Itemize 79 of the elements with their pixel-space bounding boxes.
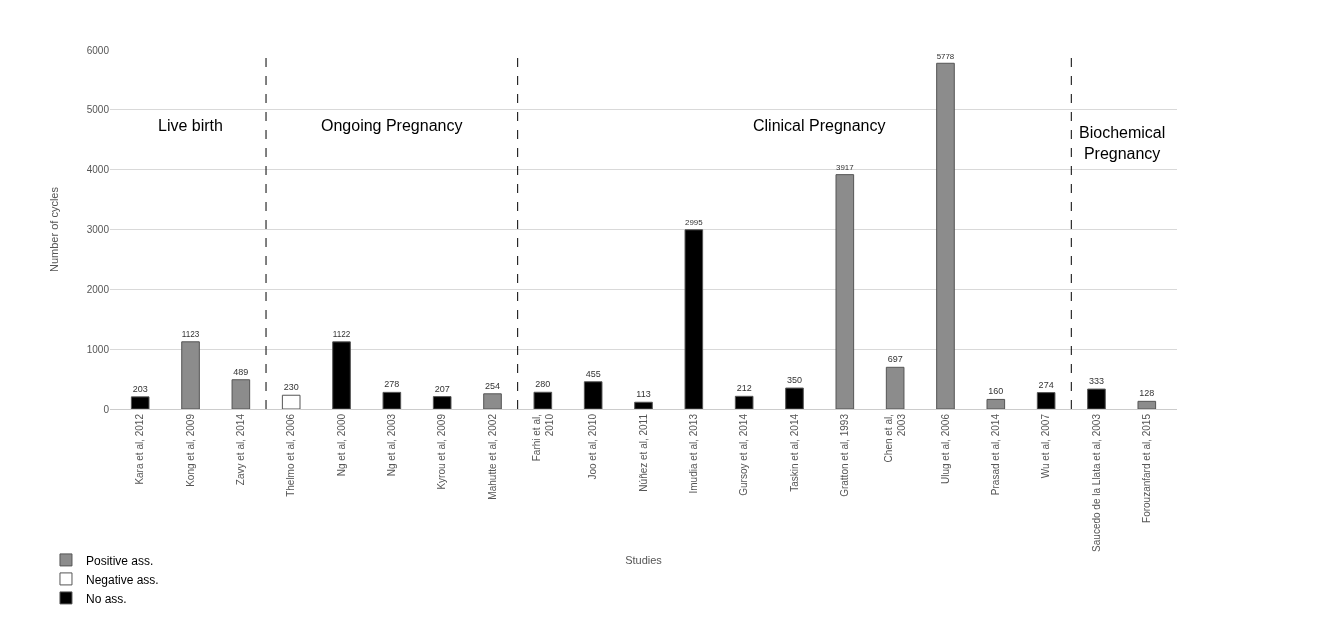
bar [684,229,704,409]
y-tick-label: 0 [103,403,110,415]
data-label: 128 [1139,388,1155,399]
bar [1137,400,1157,409]
legend-label: No ass. [85,591,127,606]
x-axis-title: Studies [625,554,663,567]
x-tick-label: Taskin et al, 2014 [788,413,800,492]
x-tick-label: Núñez et al, 2011 [637,413,649,492]
annotation: Biochemical Pregnancy [1079,124,1166,162]
x-tick-label: Kyrou et al, 2009 [436,413,448,490]
x-tick-label: Ng et al, 2000 [335,413,347,477]
data-label: 113 [636,389,651,400]
annotation: Clinical Pregnancy [753,117,886,134]
y-tick-label: 4000 [86,164,110,176]
x-tick-label: Kara et al, 2012 [134,413,146,485]
data-label: 254 [484,380,501,391]
data-label: 697 [887,354,903,365]
bar [986,398,1006,409]
data-label: 230 [283,382,299,393]
x-tick-label: Kong et al, 2009 [184,413,196,487]
bar [130,396,150,409]
data-label: 3917 [836,162,854,172]
y-tick-label: 5000 [86,104,110,116]
x-tick-label: Forouzanfard et al, 2015 [1141,413,1153,523]
data-label: 207 [434,383,450,394]
data-label: 1122 [332,330,351,340]
data-label: 274 [1038,379,1054,390]
x-tick-label: Zavy et al, 2014 [235,413,247,486]
data-label: 280 [535,379,551,390]
x-tick-label: Gratton et al, 1993 [839,413,851,497]
annotation: Live birth [158,117,223,134]
data-label: 2995 [685,218,704,228]
bar [936,62,955,409]
data-label: 489 [233,366,249,377]
x-tick-label: Chen et al, 2003 [882,413,907,463]
bar [583,381,603,409]
y-tick-label: 3000 [86,224,110,235]
bar [281,394,301,409]
x-tick-label: Wu et al, 2007 [1040,413,1052,479]
x-tick-label: Joo et al, 2010 [587,413,599,480]
data-label: 160 [988,386,1004,397]
legend-label: Positive ass. [85,553,154,568]
bar [382,391,402,409]
data-label: 5778 [936,51,955,61]
y-tick-label: 2000 [86,283,110,295]
x-tick-label: Imudia et al, 2013 [688,413,700,494]
x-tick-label: Prasad et al, 2014 [990,413,1002,496]
bar [483,393,502,409]
data-label: 278 [384,379,400,390]
x-tick-label: Gursoy et al, 2014 [738,413,750,496]
data-label: 333 [1088,376,1104,387]
x-tick-label: Saucedo de la Llata et al, 2003 [1090,413,1102,552]
bar [1087,388,1106,409]
legend-label: Negative ass. [85,572,159,587]
bar [332,341,351,409]
x-tick-label: Ng et al, 2003 [386,413,398,477]
bar [181,341,200,409]
bar [835,174,855,409]
bar [634,401,653,409]
x-tick-label: Thelmo et al, 2006 [285,413,297,497]
y-tick-label: 1000 [86,343,110,355]
data-label: 1123 [181,329,200,339]
annotation: Ongoing Pregnancy [321,117,463,134]
bar [533,391,553,409]
data-label: 350 [786,375,803,386]
data-label: 212 [736,383,752,394]
bar [885,366,905,409]
bar [734,395,754,409]
bar [785,387,804,409]
bar [432,396,452,409]
data-label: 455 [585,368,601,379]
x-tick-label: Ulug et al, 2006 [939,413,951,485]
bar [231,379,251,409]
data-label: 203 [132,383,148,394]
y-tick-label: 6000 [86,44,110,56]
x-tick-label: Mahutte et al, 2002 [486,413,498,500]
y-axis-title: Number of cycles [48,186,61,272]
bar [1036,392,1056,409]
x-tick-label: Farhi et al, 2010 [530,413,555,462]
